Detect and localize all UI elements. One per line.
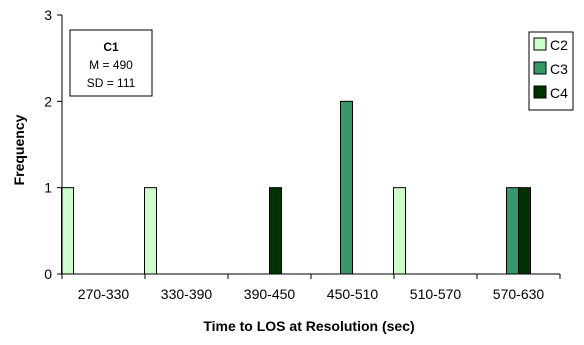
bar-c4-390-450 [269,187,282,275]
bar-c2-510-570 [393,187,406,275]
bar-c3-450-510 [340,100,353,275]
bar-c4-570-630 [518,187,531,275]
legend: C2 C3 C4 [528,31,574,111]
bar-c2-330-390 [144,187,157,275]
stats-box-sd: SD = 111 [87,76,136,90]
y-tick-label: 2 [44,93,52,109]
x-tick-label: 510-570 [410,286,462,302]
legend-label-c2: C2 [550,37,568,53]
y-axis-title: Frequency [11,114,27,185]
y-tick-label: 3 [44,7,52,23]
y-tick-label: 1 [44,180,52,196]
x-axis-title: Time to LOS at Resolution (sec) [203,318,414,334]
x-ticks-group: 270-330 330-390 390-450 450-510 510-570 570-6… [61,274,561,302]
y-ticks-group: 0 1 2 3 [44,7,62,282]
legend-swatch-c4 [533,85,547,99]
x-tick-label: 390-450 [244,286,296,302]
bar-c3-570-630 [506,187,519,275]
legend-swatch-c3 [533,61,547,75]
legend-label-c4: C4 [550,85,568,101]
legend-label-c3: C3 [550,61,568,77]
stats-box: C1 M = 490 SD = 111 [69,29,153,97]
y-tick-label: 0 [44,266,52,282]
bar-c2-270-330 [61,187,74,275]
x-tick-label: 450-510 [327,286,379,302]
legend-swatch-c2 [533,37,547,51]
x-tick-label: 270-330 [78,286,130,302]
stats-box-mean: M = 490 [89,58,133,72]
bars-group [61,100,531,275]
x-tick-label: 330-390 [161,286,213,302]
stats-box-title: C1 [103,40,119,54]
x-tick-label: 570-630 [493,286,545,302]
